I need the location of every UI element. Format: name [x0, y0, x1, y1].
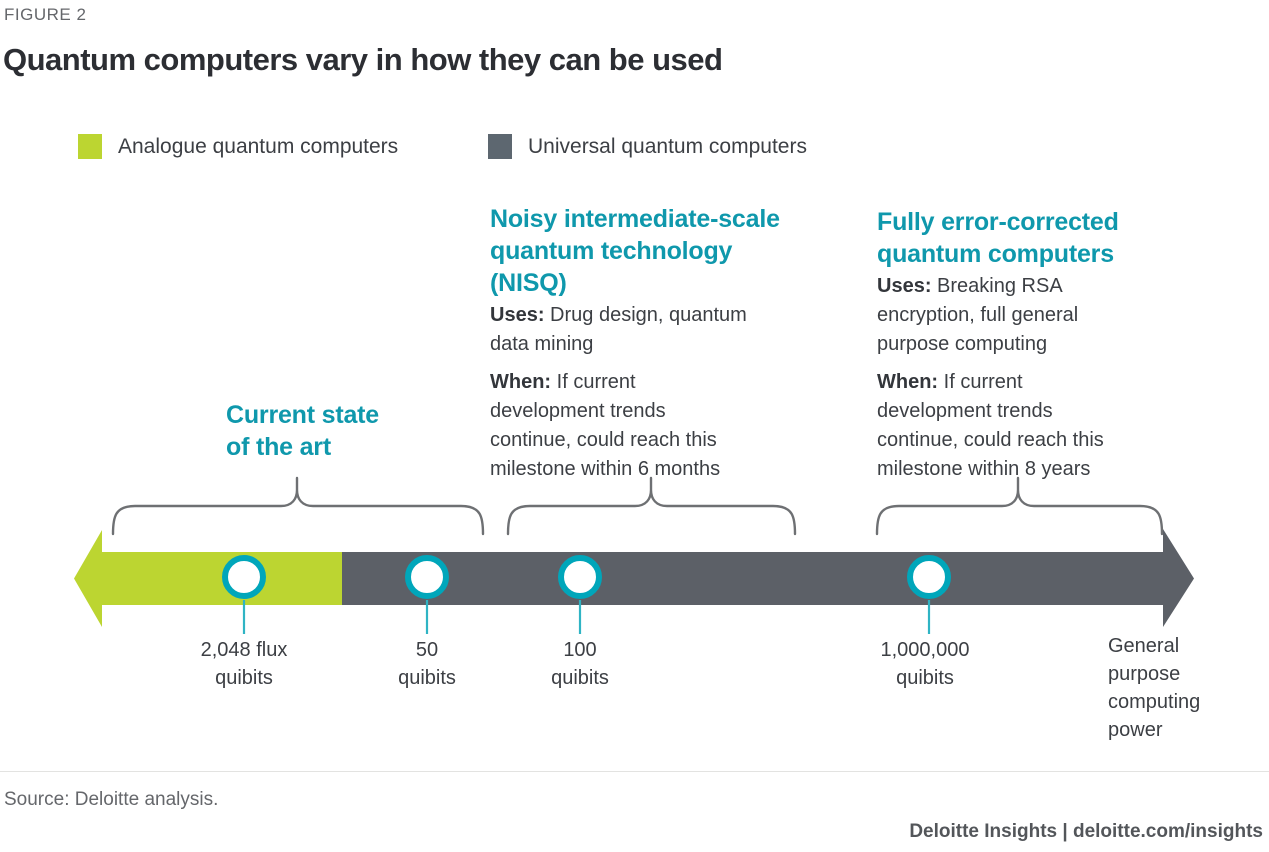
timeline-arrow-universal-segment — [342, 529, 1194, 627]
axis-label-line: computing — [1108, 691, 1201, 713]
fully-corrected-when-text: If current development trends continue, … — [877, 371, 1104, 480]
annotation-nisq: Noisy intermediate-scale quantum technol… — [490, 203, 790, 484]
current-state-heading: Current state of the art — [226, 401, 379, 461]
annotation-current-state: Current state of the art — [226, 399, 406, 463]
milestone-label-1000000-quibits: 1,000,000 quibits — [855, 636, 995, 692]
fully-corrected-uses-label: Uses: — [877, 275, 932, 297]
milestone-marker — [558, 555, 602, 599]
fully-corrected-uses: Uses: Breaking RSA encryption, full gene… — [877, 272, 1109, 359]
legend-label-analogue: Analogue quantum computers — [118, 134, 399, 158]
legend-item-analogue: Analogue quantum computers — [78, 134, 398, 159]
milestone-label-50-quibits: 50 quibits — [357, 636, 497, 692]
timeline-arrow-analogue-segment — [74, 530, 342, 627]
axis-label-line: power — [1108, 719, 1163, 741]
axis-label-general-purpose: General purpose computing power — [1108, 632, 1200, 744]
nisq-heading: Noisy intermediate-scale quantum technol… — [490, 205, 780, 297]
annotation-fully-corrected: Fully error-corrected quantum computers … — [877, 206, 1177, 484]
milestone-label-line: 100 — [563, 639, 597, 661]
milestone-marker — [405, 555, 449, 599]
deloitte-insights-branding: Deloitte Insights | deloitte.com/insight… — [909, 821, 1263, 842]
figure-number-label: FIGURE 2 — [4, 5, 87, 24]
fully-corrected-uses-text: Breaking RSA encryption, full general pu… — [877, 275, 1079, 355]
axis-label-line: purpose — [1108, 663, 1181, 685]
nisq-uses: Uses: Drug design, quantum data mining — [490, 301, 762, 359]
footer-divider — [0, 771, 1269, 772]
milestone-label-line: 2,048 flux — [200, 639, 288, 661]
nisq-uses-text: Drug design, quantum data mining — [490, 304, 747, 355]
milestone-label-line: 1,000,000 — [880, 639, 970, 661]
universal-color-swatch — [488, 134, 512, 159]
milestone-label-100-quibits: 100 quibits — [510, 636, 650, 692]
brace-fully-corrected — [875, 476, 1164, 536]
axis-label-line: General — [1108, 635, 1180, 657]
nisq-when-text: If current development trends continue, … — [490, 371, 721, 480]
nisq-when: When: If current development trends cont… — [490, 368, 742, 484]
milestone-label-line: quibits — [551, 667, 609, 689]
fully-corrected-when-label: When: — [877, 371, 939, 393]
milestone-marker — [222, 555, 266, 599]
milestone-label-line: quibits — [896, 667, 954, 689]
legend-item-universal: Universal quantum computers — [488, 134, 807, 159]
milestone-label-line: quibits — [215, 667, 273, 689]
legend-label-universal: Universal quantum computers — [528, 134, 807, 158]
milestone-marker — [907, 555, 951, 599]
fully-corrected-when: When: If current development trends cont… — [877, 368, 1129, 484]
milestone-label-line: 50 — [415, 639, 439, 661]
milestone-label-line: quibits — [398, 667, 456, 689]
source-note: Source: Deloitte analysis. — [4, 789, 219, 810]
figure-title: Quantum computers vary in how they can b… — [3, 42, 723, 77]
brace-current-state — [111, 476, 485, 536]
fully-corrected-heading: Fully error-corrected quantum computers — [877, 208, 1119, 268]
nisq-uses-label: Uses: — [490, 304, 545, 326]
nisq-when-label: When: — [490, 371, 552, 393]
brace-nisq — [506, 476, 797, 536]
analogue-color-swatch — [78, 134, 102, 159]
milestone-label-2048-flux-quibits: 2,048 flux quibits — [174, 636, 314, 692]
